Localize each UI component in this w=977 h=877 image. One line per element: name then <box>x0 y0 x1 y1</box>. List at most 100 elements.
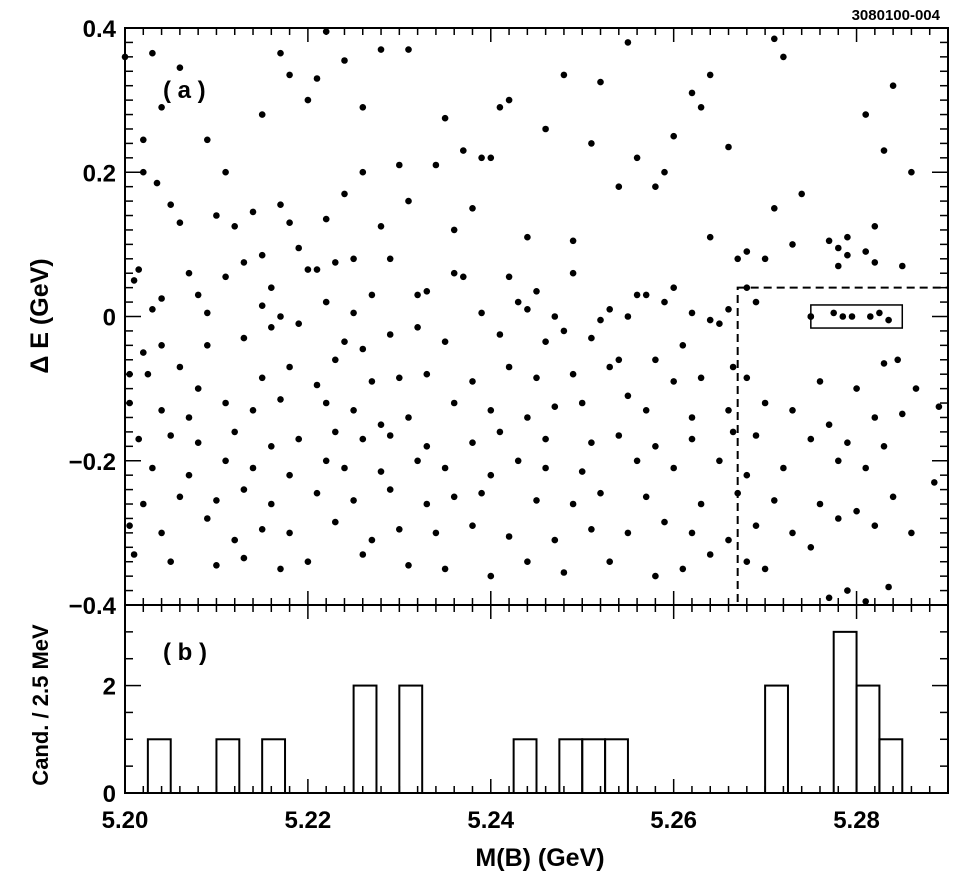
scatter-point <box>670 464 677 472</box>
scatter-point <box>624 39 632 46</box>
scatter-point <box>771 35 778 43</box>
scatter-point <box>533 374 540 382</box>
histogram-x-tick-labels: 5.20 5.22 5.24 5.26 5.28 <box>102 807 880 834</box>
scatter-point <box>524 233 531 241</box>
scatter-point <box>194 385 202 392</box>
scatter-point <box>871 522 879 529</box>
scatter-point <box>478 154 485 162</box>
scatter-point <box>322 399 330 407</box>
scatter-point <box>176 64 184 71</box>
histogram-bars <box>146 630 904 794</box>
scatter-point <box>725 306 732 313</box>
histogram-bar <box>832 630 858 794</box>
scatter-point <box>899 410 906 418</box>
scatter-point <box>606 306 613 313</box>
scatter-point <box>496 104 504 111</box>
y-tick-label: 0.2 <box>83 160 116 187</box>
scatter-point <box>789 241 796 248</box>
scatter-point <box>277 313 284 320</box>
scatter-point <box>853 507 860 515</box>
histogram-bar <box>261 738 287 794</box>
y-tick-label: −0.4 <box>69 593 117 620</box>
scatter-point <box>880 147 888 154</box>
scatter-point <box>332 356 339 364</box>
scatter-point <box>377 46 385 53</box>
scatter-point <box>332 518 339 526</box>
scatter-point <box>633 291 641 299</box>
scatter-point <box>496 428 504 436</box>
scatter-point <box>697 500 705 508</box>
scatter-point <box>249 407 257 414</box>
scatter-point <box>268 324 275 331</box>
scatter-point <box>688 309 696 317</box>
scatter-point <box>899 262 906 270</box>
histogram-bar <box>512 738 538 794</box>
scatter-point <box>295 435 303 443</box>
scatter-point <box>880 360 888 367</box>
scatter-point <box>615 356 623 364</box>
scatter-point <box>441 114 449 122</box>
scatter-point <box>931 479 938 486</box>
scatter-point <box>350 497 357 504</box>
scatter-point <box>862 248 869 255</box>
scatter-point <box>359 551 367 558</box>
scatter-point <box>258 302 266 310</box>
scatter-point <box>377 468 385 475</box>
scatter-point <box>130 277 138 284</box>
scatter-point <box>414 324 421 331</box>
y-tick-label: −0.2 <box>69 449 116 476</box>
scatter-point <box>386 486 394 493</box>
scatter-point <box>597 316 604 324</box>
sideband-region-box <box>736 286 950 606</box>
scatter-point <box>469 522 476 529</box>
scatter-point <box>624 529 632 537</box>
scatter-point <box>734 489 741 497</box>
scatter-point <box>377 223 385 230</box>
scatter-point <box>652 183 659 190</box>
scatter-point <box>268 284 275 292</box>
scatter-point <box>889 82 897 89</box>
scatter-point <box>332 259 339 266</box>
scatter-point <box>597 78 604 86</box>
scatter-point <box>176 363 184 371</box>
scatter-point <box>386 331 394 338</box>
histogram-panel: 02 5.20 5.22 5.24 5.26 5.28 ( b ) Cand. / 2.… <box>28 604 949 872</box>
scatter-point <box>752 432 760 439</box>
scatter-point <box>716 320 723 328</box>
scatter-point <box>844 439 851 447</box>
scatter-point <box>258 251 266 259</box>
scatter-point <box>405 562 412 569</box>
scatter-point <box>560 569 568 576</box>
scatter-point <box>853 385 860 392</box>
figure-id: 3080100-004 <box>852 7 941 24</box>
scatter-point <box>478 489 485 497</box>
scatter-point <box>341 464 348 472</box>
scatter-point <box>578 399 586 407</box>
scatter-point <box>862 464 869 472</box>
scatter-point <box>158 104 165 111</box>
scatter-point <box>688 414 696 421</box>
scatter-point <box>807 544 815 551</box>
scatter-point <box>185 471 193 479</box>
scatter-point <box>185 269 193 277</box>
scatter-point <box>524 558 531 565</box>
scatter-point <box>423 443 431 450</box>
histogram-bar <box>352 684 378 794</box>
scatter-point <box>551 313 559 320</box>
y-tick-label: 0.4 <box>83 16 117 43</box>
scatter-point <box>780 53 787 61</box>
scatter-point <box>167 558 174 565</box>
scatter-point <box>359 168 367 176</box>
scatter-point <box>322 457 330 465</box>
scatter-point <box>194 439 202 447</box>
scatter-point <box>149 464 156 472</box>
scatter-point <box>396 526 403 533</box>
scatter-point <box>350 407 357 414</box>
scatter-point <box>487 572 495 580</box>
scatter-point <box>277 201 284 208</box>
scatter-point <box>706 551 714 558</box>
scatter-point <box>688 89 696 97</box>
scatter-point <box>524 306 531 313</box>
scatter-point <box>725 536 732 544</box>
scatter-point <box>423 370 431 378</box>
